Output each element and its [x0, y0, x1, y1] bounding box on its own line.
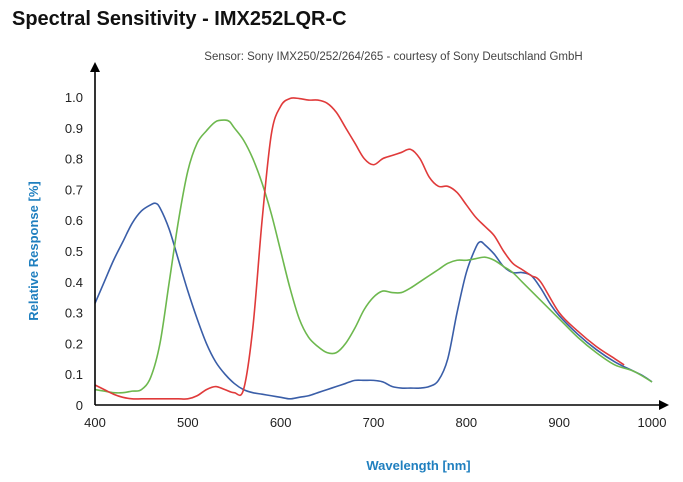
x-tick-label: 700 [363, 415, 385, 430]
y-tick-label: 0.9 [65, 121, 83, 136]
y-tick-labels: 0 0.1 0.2 0.3 0.4 0.5 0.6 0.7 0.8 0.9 1.0 [65, 90, 83, 413]
green-response-line [94, 119, 653, 394]
y-tick-label: 0.5 [65, 244, 83, 259]
y-tick-label: 1.0 [65, 90, 83, 105]
chart-subtitle: Sensor: Sony IMX250/252/264/265 - courte… [204, 51, 582, 63]
x-tick-label: 400 [84, 415, 106, 430]
x-tick-label: 500 [177, 415, 199, 430]
y-tick-label: 0.1 [65, 367, 83, 382]
x-tick-label: 600 [270, 415, 292, 430]
y-tick-label: 0.7 [65, 182, 83, 197]
x-tick-label: 1000 [638, 415, 667, 430]
x-axis-label: Wavelength [nm] [366, 458, 470, 473]
y-axis-label: Relative Response [%] [26, 181, 41, 320]
x-tick-label: 900 [548, 415, 570, 430]
y-tick-label: 0.2 [65, 336, 83, 351]
y-tick-label: 0.4 [65, 275, 83, 290]
y-tick-label: 0.3 [65, 306, 83, 321]
blue-response-line [94, 202, 653, 400]
x-tick-labels: 400 500 600 700 800 900 1000 [84, 415, 666, 430]
series-layer [94, 97, 653, 400]
red-response-line [94, 97, 625, 400]
y-tick-label: 0.8 [65, 152, 83, 167]
page-title: Spectral Sensitivity - IMX252LQR-C [12, 8, 347, 30]
y-tick-label: 0 [76, 398, 83, 413]
y-tick-label: 0.6 [65, 213, 83, 228]
x-tick-label: 800 [455, 415, 477, 430]
